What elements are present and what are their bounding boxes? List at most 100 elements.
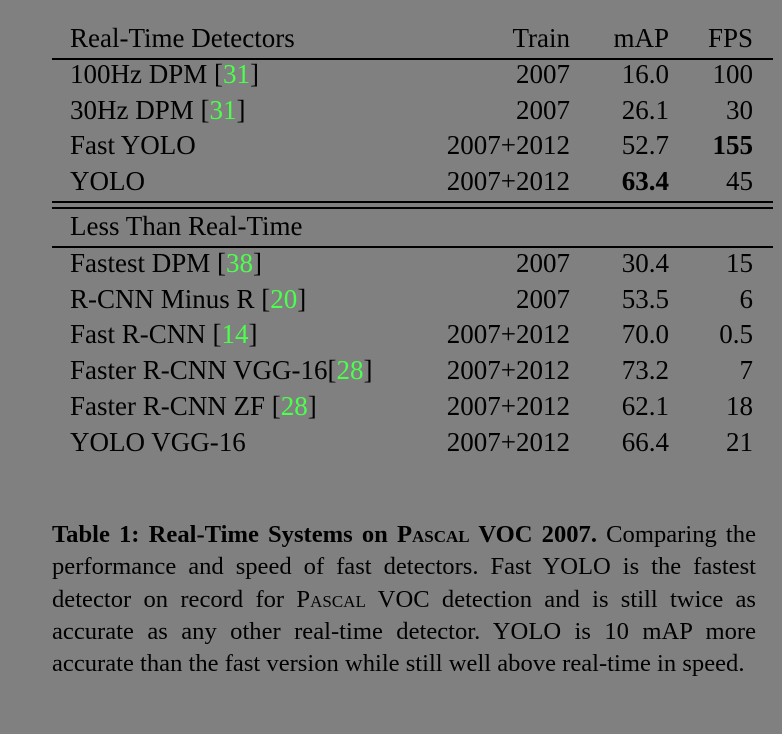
train-value: 2007 [516,59,570,89]
section2-title: Less Than Real-Time [70,211,303,241]
detector-name-text: YOLO [70,166,145,197]
cite-open-bracket: [ [271,390,281,421]
map-value: 26.1 [621,94,669,125]
cite-close-bracket: ] [236,94,246,125]
detector-name: 30Hz DPM [31] [70,92,246,128]
citation-link[interactable]: 38 [226,248,254,278]
header-fps: FPS [707,23,753,53]
map-value: 66.4 [621,426,669,457]
train-value: 2007+2012 [446,130,570,161]
header-rule [52,58,773,60]
table-row: YOLO 2007+2012 63.4 45 [52,163,773,199]
map-value: 16.0 [621,59,669,89]
cite-close-bracket: ] [307,390,317,421]
train-value: 2007+2012 [446,390,570,421]
cite-open-bracket: [ [212,319,222,350]
table-row: R-CNN Minus R [20] 2007 53.5 6 [52,281,773,317]
train-value: 2007 [516,248,570,278]
train-value: 2007+2012 [446,426,570,457]
section-double-rule-top [52,201,773,203]
detector-name-text: Faster R-CNN VGG-16 [70,355,328,386]
map-value: 70.0 [621,319,669,350]
train-value: 2007+2012 [446,166,570,197]
train-value: 2007 [516,283,570,314]
detector-name: Fastest DPM [38] [70,245,262,281]
table-row: YOLO VGG-16 2007+2012 66.4 21 [52,424,773,460]
citation-link[interactable]: 14 [221,319,249,350]
caption-label: Table 1: [52,521,140,548]
cite-close-bracket: ] [297,283,307,314]
map-value: 30.4 [621,248,669,278]
table-row: Fastest DPM [38] 2007 30.4 15 [52,245,773,281]
detector-name-text: Fast R-CNN [70,319,213,350]
cite-close-bracket: ] [253,248,263,278]
map-value: 53.5 [621,283,669,314]
header-detectors: Real-Time Detectors [70,23,295,53]
citation-link[interactable]: 28 [336,355,364,386]
fps-value: 30 [726,94,753,125]
cite-close-bracket: ] [248,319,258,350]
fps-value: 6 [739,283,754,314]
header-train: Train [512,23,570,53]
fps-value: 100 [712,59,754,89]
citation-link[interactable]: 28 [280,390,308,421]
detector-name-text: 30Hz DPM [70,94,201,125]
detector-name-text: 100Hz DPM [70,59,215,89]
caption-title: Real-Time Systems on Pascal VOC 2007. [149,521,597,548]
detector-name-text: Fast YOLO [70,130,196,161]
citation-link[interactable]: 31 [209,94,237,125]
detector-name: Faster R-CNN VGG-16[28] [70,352,373,388]
table-row: 30Hz DPM [31] 2007 26.1 30 [52,92,773,128]
detector-name-text: R-CNN Minus R [70,283,262,314]
fps-value: 18 [726,390,753,421]
table-header-row: Real-Time Detectors Train mAP FPS [52,20,773,56]
section-double-rule-bottom [52,207,773,209]
caption-title-post: VOC 2007. [469,521,597,548]
section2-rule [52,246,773,248]
table-row: Fast YOLO 2007+2012 52.7 155 [52,127,773,163]
section2-title-row: Less Than Real-Time [52,208,773,244]
fps-value: 45 [726,166,753,197]
fps-value: 21 [726,426,753,457]
map-value: 63.4 [621,166,669,197]
detector-name: R-CNN Minus R [20] [70,281,306,317]
map-value: 62.1 [621,390,669,421]
cite-open-bracket: [ [200,94,210,125]
citation-link[interactable]: 20 [270,283,298,314]
detector-name: Fast YOLO [70,127,196,163]
map-value: 52.7 [621,130,669,161]
caption-title-pre: Real-Time Systems on [148,521,397,548]
fps-value: 155 [712,130,754,161]
map-value: 73.2 [621,355,669,386]
detector-name: 100Hz DPM [31] [70,56,259,92]
fps-value: 15 [726,248,753,278]
detector-name: Fast R-CNN [14] [70,316,258,352]
fps-value: 7 [739,355,754,386]
caption-title-pascal: Pascal [396,521,470,548]
train-value: 2007+2012 [446,355,570,386]
detector-name-text: Fastest DPM [70,248,218,278]
detector-name-text: YOLO VGG-16 [70,426,246,457]
detector-name: YOLO [70,163,145,199]
train-value: 2007+2012 [446,319,570,350]
table-row: Fast R-CNN [14] 2007+2012 70.0 0.5 [52,316,773,352]
table-row: 100Hz DPM [31] 2007 16.0 100 [52,56,773,92]
citation-link[interactable]: 31 [223,59,251,89]
fps-value: 0.5 [719,319,753,350]
detector-name: Faster R-CNN ZF [28] [70,388,317,424]
cite-open-bracket: [ [217,248,227,278]
table-caption: Table 1: Real-Time Systems on Pascal VOC… [52,519,756,680]
header-map: mAP [613,23,669,53]
caption-body-pascal: Pascal [296,585,366,613]
detector-name-text: Faster R-CNN ZF [70,390,272,421]
caption-body-2: VOC detection and is still twice as accu… [52,585,757,678]
cite-open-bracket: [ [214,59,224,89]
detector-name: YOLO VGG-16 [70,424,246,460]
caption-body-1: Comparing the performance and speed of f… [52,521,756,613]
train-value: 2007 [516,94,570,125]
table-row: Faster R-CNN VGG-16[28] 2007+2012 73.2 7 [52,352,773,388]
cite-close-bracket: ] [250,59,260,89]
table-row: Faster R-CNN ZF [28] 2007+2012 62.1 18 [52,388,773,424]
cite-close-bracket: ] [363,355,373,386]
cite-open-bracket: [ [327,355,337,386]
